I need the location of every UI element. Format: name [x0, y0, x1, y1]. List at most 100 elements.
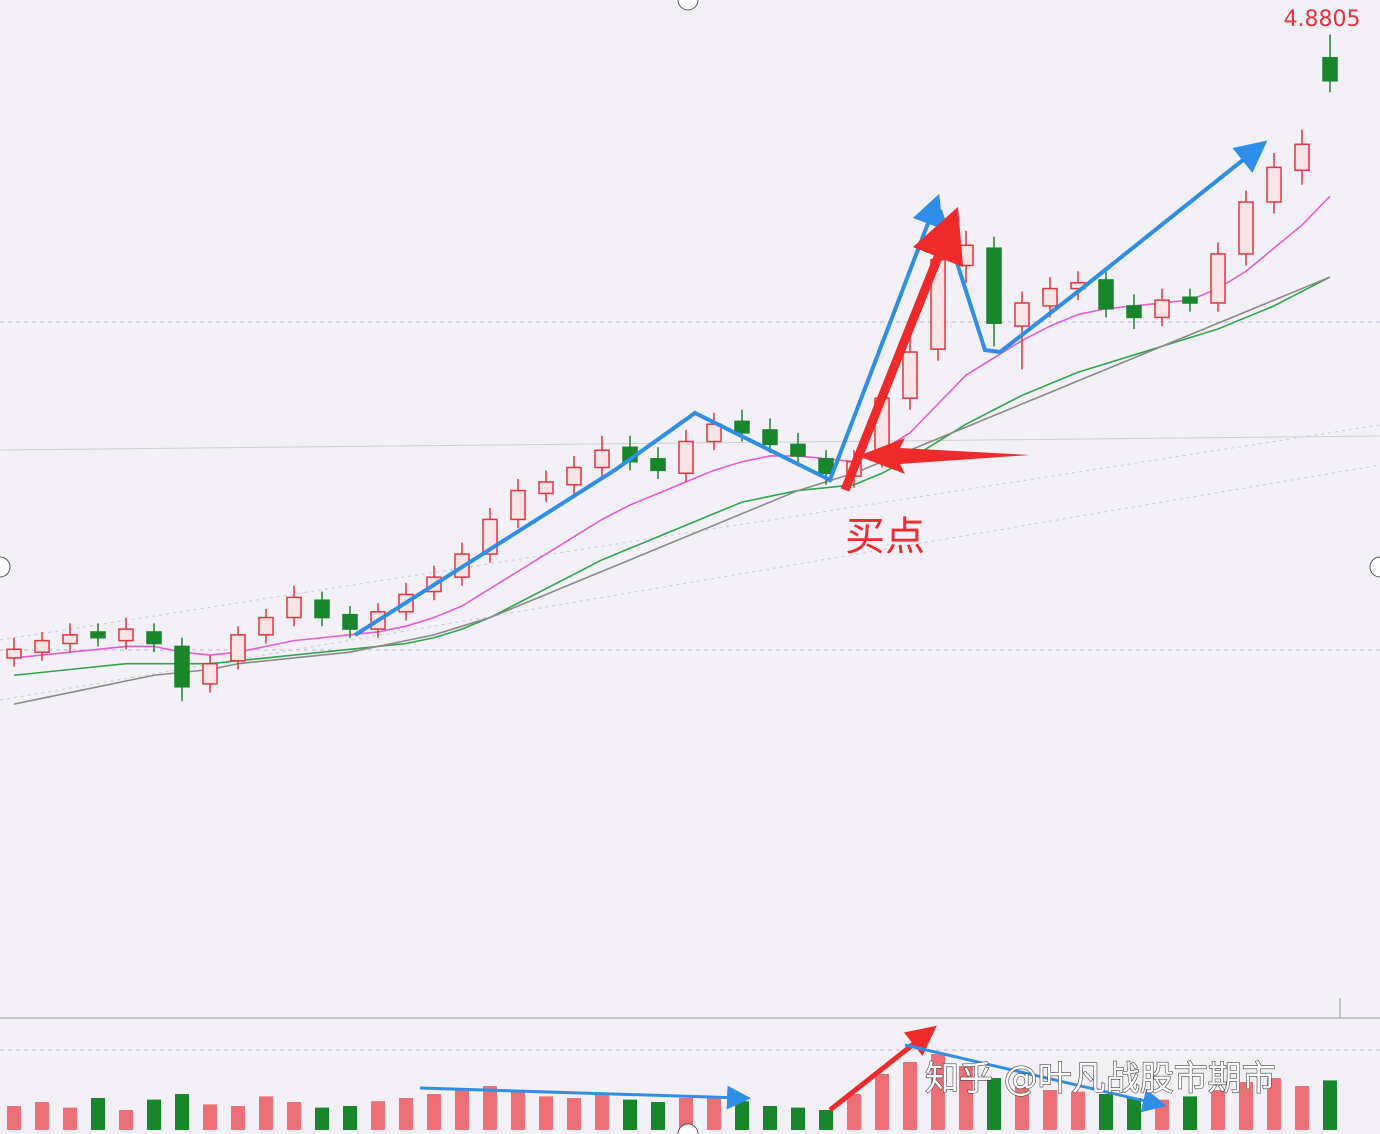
- candle-body: [34, 639, 50, 653]
- volume-bar: [455, 1090, 469, 1130]
- candle-body: [286, 596, 302, 619]
- candle-body: [1182, 296, 1198, 304]
- volume-bar: [819, 1110, 833, 1130]
- volume-bar: [343, 1106, 357, 1130]
- candle-body: [678, 440, 694, 475]
- high-label: 4.8805: [1284, 7, 1361, 32]
- candle-body: [902, 351, 918, 399]
- candle-body: [1126, 305, 1142, 319]
- candle-body: [538, 481, 554, 495]
- volume-bar: [763, 1106, 777, 1130]
- volume-bar: [1267, 1078, 1281, 1130]
- volume-bar: [959, 1066, 973, 1130]
- candle-body: [230, 634, 246, 662]
- volume-bar: [511, 1091, 525, 1130]
- volume-bar: [119, 1110, 133, 1130]
- volume-bar: [231, 1106, 245, 1130]
- candle-body: [594, 449, 610, 469]
- handle: [0, 556, 11, 578]
- candle-body: [1154, 299, 1170, 319]
- volume-bar: [903, 1062, 917, 1130]
- candle-body: [146, 631, 162, 645]
- volume-bar: [91, 1098, 105, 1130]
- handle: [677, 0, 699, 11]
- candle-body: [958, 244, 974, 267]
- candle-body: [118, 628, 134, 642]
- trend-line: [0, 464, 1380, 701]
- candle-body: [342, 613, 358, 630]
- volume-bar: [1211, 1090, 1225, 1130]
- candle-body: [6, 648, 22, 659]
- pointer-arrow: [858, 438, 1030, 474]
- handle: [1369, 556, 1380, 578]
- volume-bar: [1323, 1080, 1337, 1130]
- plot: [6, 34, 1338, 1130]
- volume-bar: [651, 1102, 665, 1130]
- volume-bar: [1295, 1086, 1309, 1130]
- trend-arrow: [938, 140, 1268, 355]
- volume-bar: [287, 1102, 301, 1130]
- volume-bar: [315, 1107, 329, 1130]
- candle-body: [258, 616, 274, 636]
- volume-bar: [791, 1107, 805, 1130]
- volume-bar: [203, 1104, 217, 1130]
- candle-body: [1098, 279, 1114, 310]
- volume-bar: [147, 1099, 161, 1130]
- volume-bar: [847, 1094, 861, 1130]
- volume-bar: [707, 1096, 721, 1130]
- volume-bar: [567, 1098, 581, 1130]
- candle-body: [1210, 253, 1226, 304]
- volume-bar: [259, 1096, 273, 1130]
- candle-body: [1014, 302, 1030, 327]
- candle-body: [62, 634, 78, 645]
- candle-body: [1238, 201, 1254, 255]
- volume-bar: [1239, 1082, 1253, 1130]
- volume-arrow: [419, 1085, 751, 1110]
- volume-bar: [483, 1086, 497, 1130]
- candle-body: [202, 662, 218, 685]
- handle: [677, 1123, 699, 1134]
- candle-body: [650, 458, 666, 472]
- candle-body: [1294, 143, 1310, 172]
- candle-body: [734, 420, 750, 434]
- volume-bar: [1127, 1098, 1141, 1130]
- candle-body: [986, 247, 1002, 324]
- volume-bar: [539, 1096, 553, 1130]
- volume-bar: [735, 1101, 749, 1130]
- candle-body: [818, 458, 834, 475]
- candle-body: [790, 443, 806, 457]
- volume-bar: [595, 1094, 609, 1130]
- volume-bar: [931, 1054, 945, 1130]
- buy-point-label: 买点: [845, 514, 925, 560]
- volume-bar: [1071, 1091, 1085, 1130]
- volume-bar: [175, 1094, 189, 1130]
- trend-arrow: [353, 193, 943, 637]
- candle-body: [1042, 287, 1058, 307]
- moving-average: [13, 276, 1331, 705]
- volume-bar: [875, 1074, 889, 1130]
- volume-bar: [35, 1102, 49, 1130]
- candle-body: [1266, 166, 1282, 203]
- volume-bar: [679, 1098, 693, 1130]
- volume-bar: [427, 1094, 441, 1130]
- candle-body: [1322, 56, 1338, 82]
- volume-bar: [623, 1099, 637, 1130]
- trend-line: [0, 424, 1380, 641]
- volume-bar: [63, 1107, 77, 1130]
- candle-body: [314, 599, 330, 619]
- candle-body: [90, 631, 106, 639]
- volume-bar: [1183, 1096, 1197, 1130]
- candle-body: [174, 645, 190, 688]
- candle-body: [566, 466, 582, 486]
- volume-bar: [399, 1098, 413, 1130]
- candle-body: [510, 489, 526, 521]
- volume-bar: [1015, 1086, 1029, 1130]
- candle-body: [762, 429, 778, 446]
- volume-bar: [1099, 1094, 1113, 1130]
- volume-arrow: [904, 1043, 1167, 1113]
- volume-bar: [987, 1078, 1001, 1130]
- volume-bar: [371, 1101, 385, 1130]
